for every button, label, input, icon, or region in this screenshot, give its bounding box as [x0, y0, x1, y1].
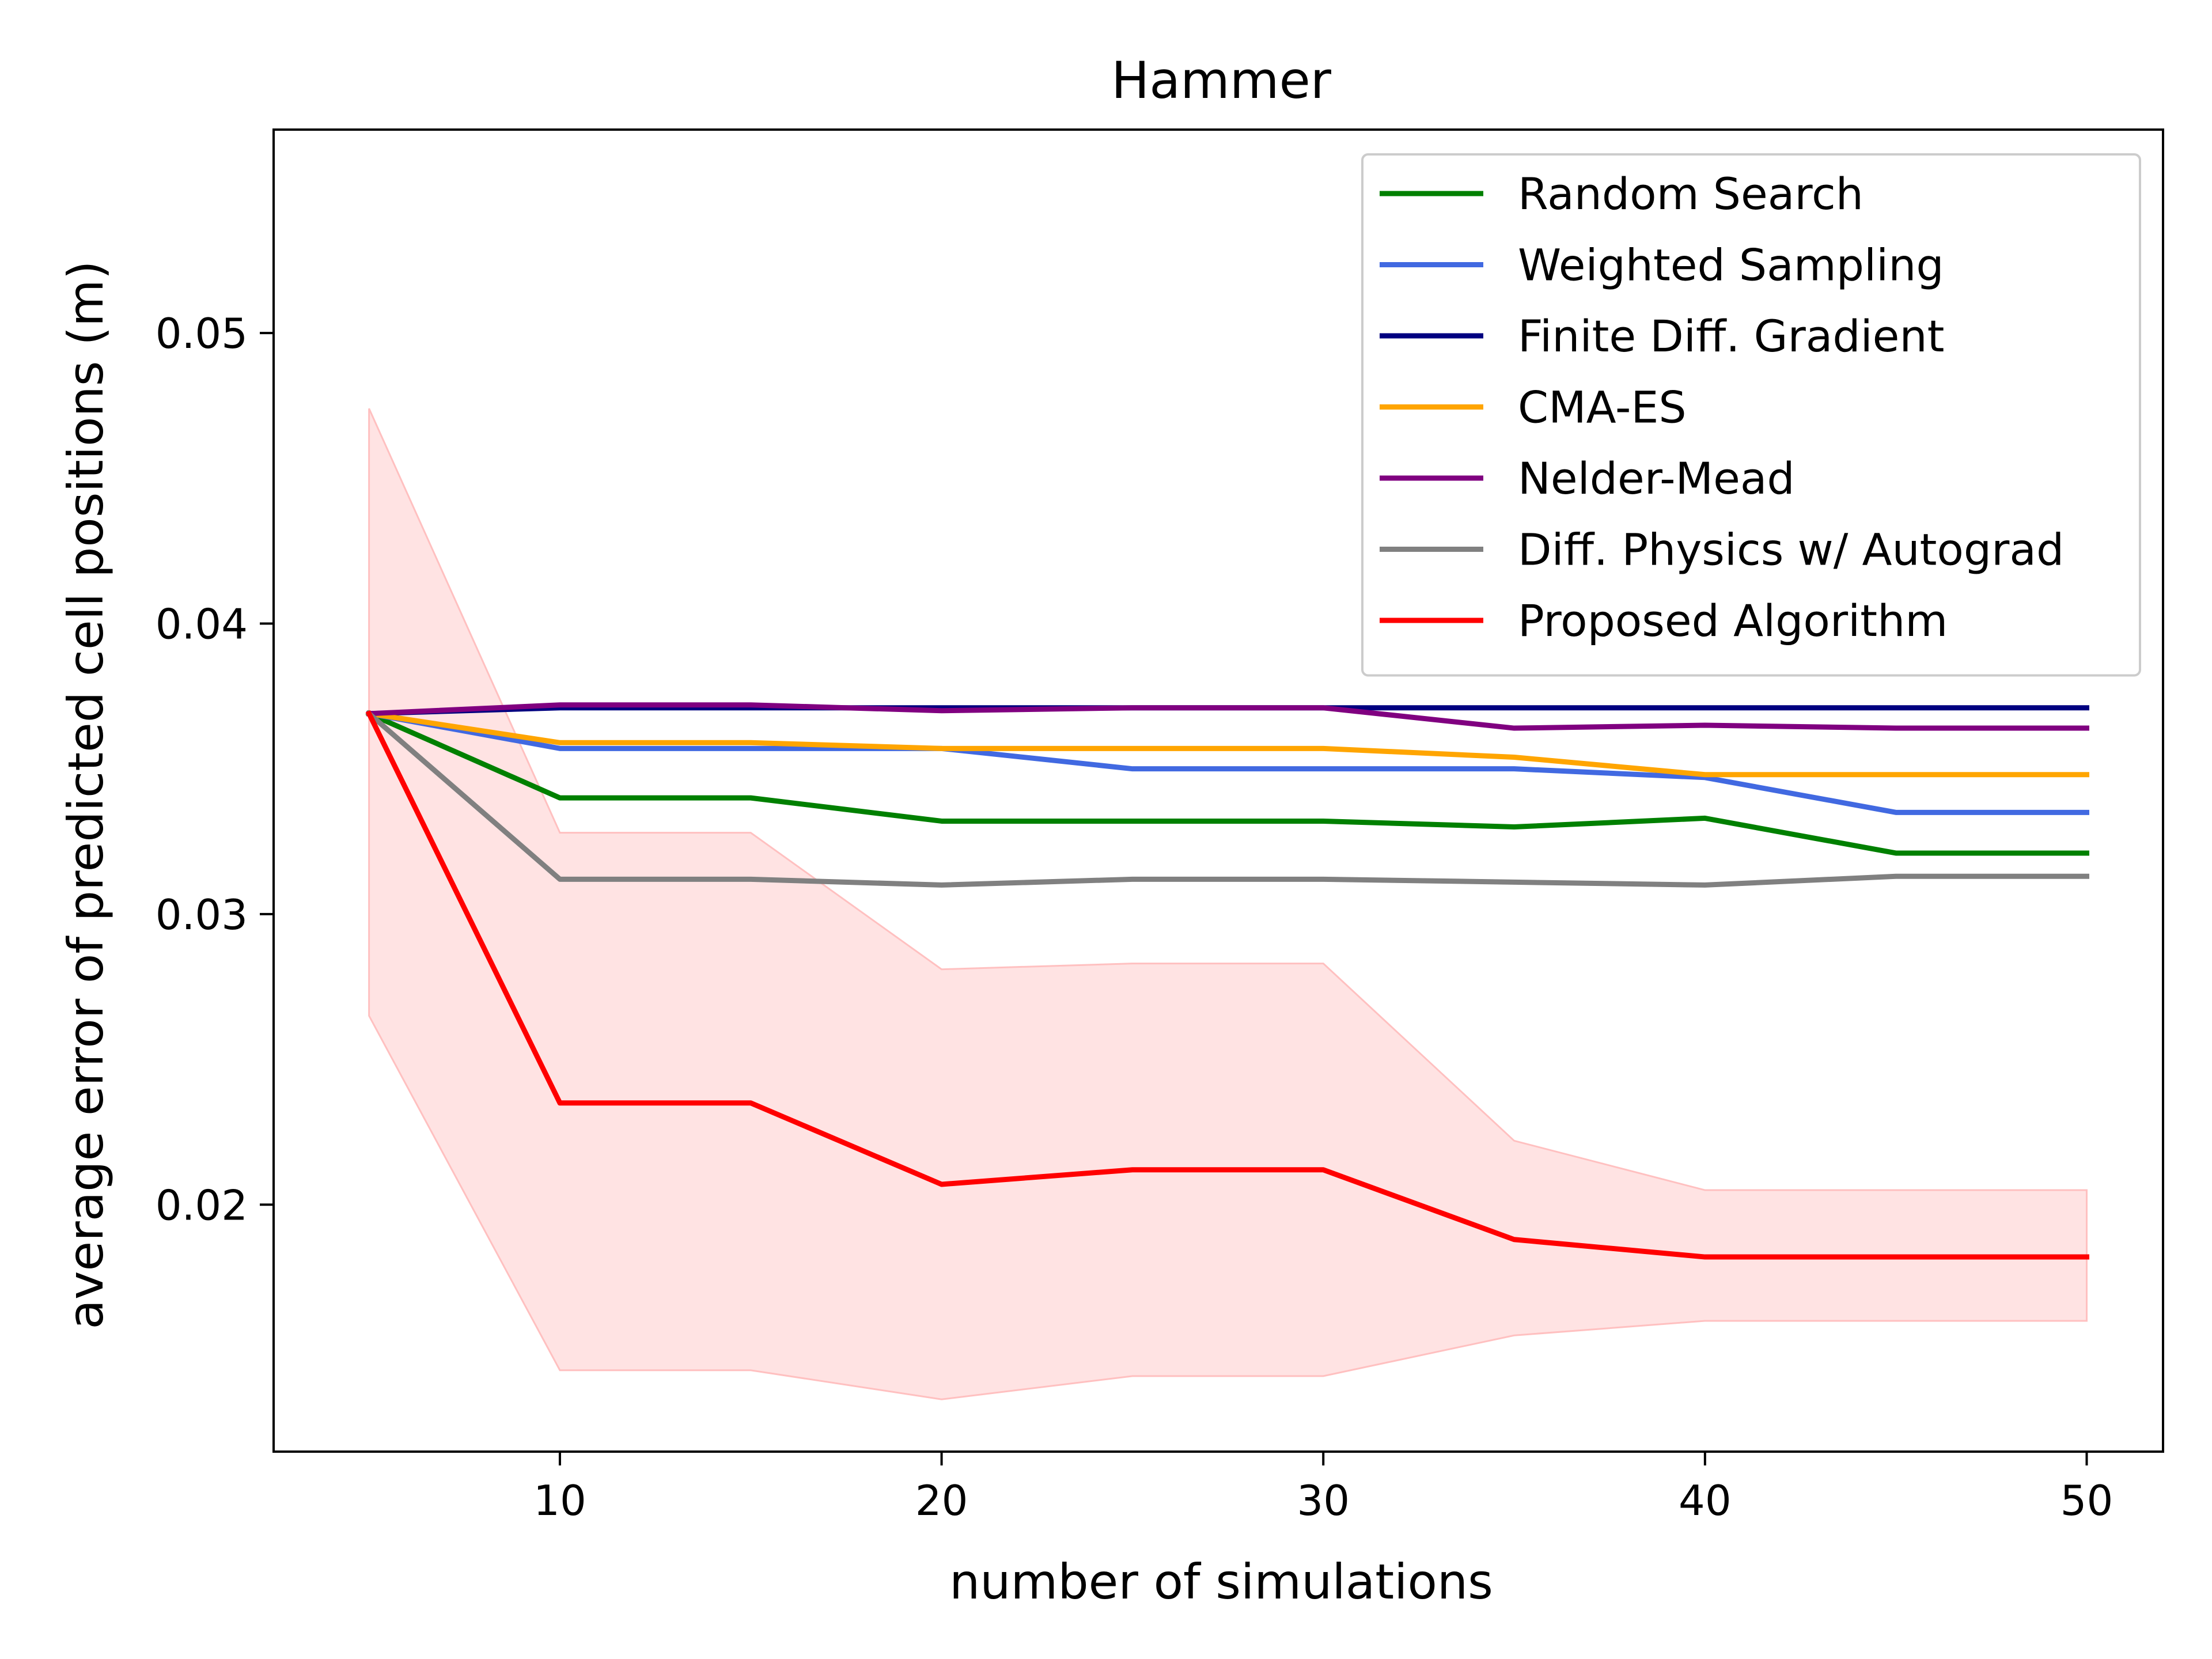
legend-label-2: Finite Diff. Gradient	[1518, 310, 1944, 362]
legend: Random Search Weighted Sampling Finite Dif…	[1361, 153, 2141, 677]
series-line-5	[365, 710, 2089, 888]
legend-label-6: Proposed Algorithm	[1518, 595, 1948, 646]
series-line-0	[365, 710, 2089, 856]
x-tick-label: 10	[533, 1476, 586, 1525]
chart-title: Hammer	[1111, 51, 1332, 110]
x-tick-label: 40	[1679, 1476, 1732, 1525]
axes-layer: 10 20 30 40 50 0.02 0.03 0.04 0.05	[156, 128, 2164, 1525]
legend-label-5: Diff. Physics w/ Autograd	[1518, 524, 2064, 575]
x-tick-label: 20	[915, 1476, 968, 1525]
y-axis-label: average error of predicted cell position…	[58, 260, 114, 1329]
y-tick-label: 0.03	[156, 891, 248, 939]
y-tick-label: 0.02	[156, 1181, 248, 1229]
y-tick-label: 0.04	[156, 600, 248, 648]
plot-frame	[272, 128, 2164, 1453]
series-line-3	[366, 710, 2089, 778]
series-lines-layer	[365, 702, 2089, 1260]
confidence-band-6	[368, 408, 2088, 1400]
legend-label-3: CMA-ES	[1518, 382, 1687, 433]
confidence-band-layer	[368, 408, 2088, 1400]
series-line-4	[366, 702, 2089, 731]
x-axis-label: number of simulations	[949, 1554, 1493, 1610]
series-line-6	[365, 710, 2089, 1260]
legend-box	[1361, 153, 2141, 677]
y-tick-label: 0.05	[156, 309, 248, 358]
x-tick-label: 50	[2061, 1476, 2113, 1525]
legend-label-4: Nelder-Mead	[1518, 453, 1795, 504]
legend-label-1: Weighted Sampling	[1518, 240, 1944, 291]
x-tick-label: 30	[1297, 1476, 1350, 1525]
legend-label-0: Random Search	[1518, 168, 1863, 219]
series-line-1	[366, 710, 2089, 815]
